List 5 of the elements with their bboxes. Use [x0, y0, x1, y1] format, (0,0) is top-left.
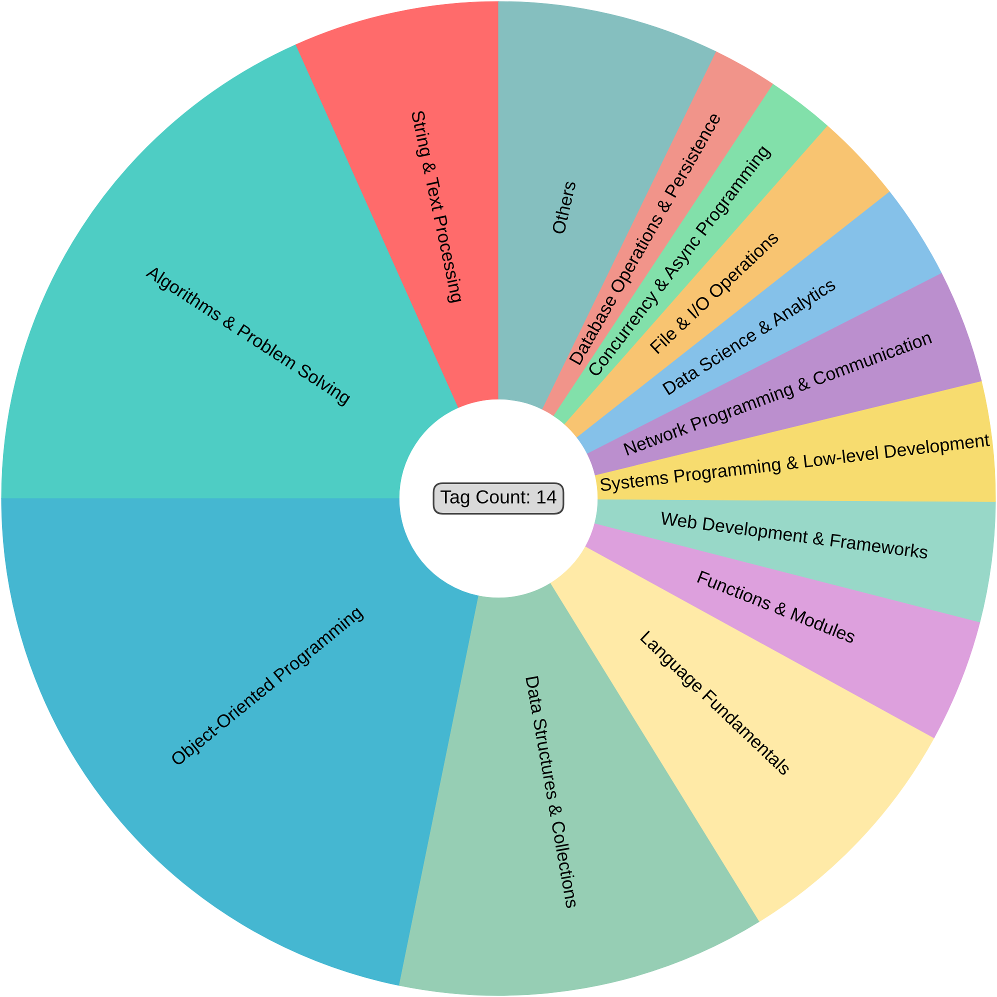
text: Tag Count: 14 [440, 490, 556, 508]
slice-label: Data Structures & Collections [526, 676, 580, 908]
slice-label: Web Development & Frameworks [660, 511, 928, 562]
slice-label: Others [551, 180, 576, 235]
slice-label: String & Text Processing [408, 110, 465, 304]
